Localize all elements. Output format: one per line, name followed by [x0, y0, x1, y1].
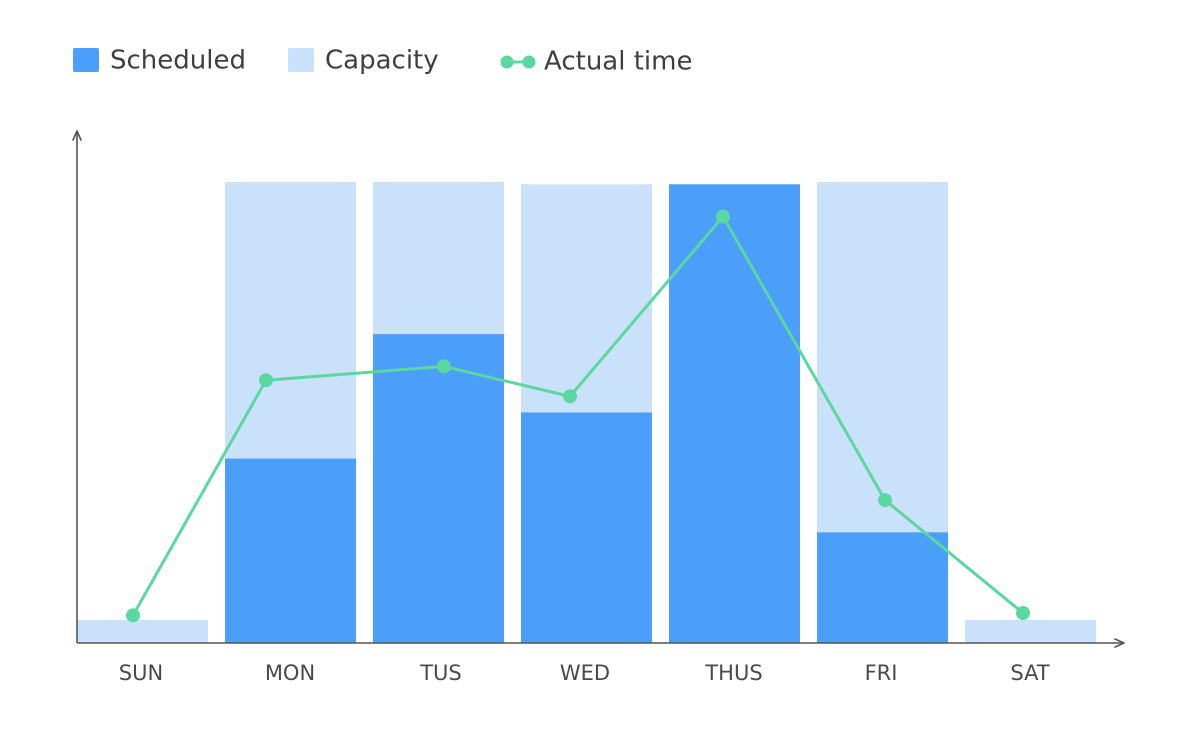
scheduled-bar-wed	[521, 412, 652, 643]
legend-label-scheduled: Scheduled	[110, 46, 246, 76]
axes	[72, 130, 1125, 648]
legend-swatch-capacity	[288, 48, 314, 72]
legend: Scheduled Capacity Actual time	[73, 46, 692, 77]
legend-item-capacity: Capacity	[288, 46, 439, 76]
legend-marker-left	[500, 55, 514, 69]
legend-label-actual-time: Actual time	[544, 47, 692, 77]
capacity-bar-sat	[965, 619, 1096, 643]
legend-marker-right	[522, 55, 536, 69]
x-tick-label-sun: SUN	[119, 661, 163, 685]
scheduled-bar-fri	[817, 532, 948, 643]
legend-item-actual-time: Actual time	[500, 47, 692, 77]
x-tick-label-sat: SAT	[1010, 661, 1049, 685]
scheduled-bars	[225, 184, 948, 643]
actual-time-point-tus	[437, 359, 451, 374]
actual-time-point-mon	[259, 373, 273, 388]
scheduled-bar-thus	[669, 184, 800, 643]
legend-item-scheduled: Scheduled	[73, 46, 246, 76]
x-axis-arrow	[1114, 638, 1125, 648]
x-tick-label-wed: WED	[560, 661, 610, 685]
actual-time-point-wed	[563, 389, 577, 404]
x-tick-label-tus: TUS	[419, 661, 462, 685]
x-tick-label-fri: FRI	[865, 661, 898, 685]
scheduled-bar-tus	[373, 334, 504, 643]
x-tick-labels: SUN MON TUS WED THUS FRI SAT	[119, 661, 1050, 685]
actual-time-point-fri	[878, 493, 892, 508]
scheduled-bar-mon	[225, 458, 356, 643]
capacity-bar-sun	[77, 619, 208, 643]
actual-time-series	[126, 209, 1030, 623]
x-tick-label-mon: MON	[265, 661, 315, 685]
actual-time-point-thus	[716, 209, 730, 224]
actual-time-point-sun	[126, 608, 140, 623]
legend-swatch-scheduled	[73, 48, 99, 72]
x-tick-label-thus: THUS	[704, 661, 762, 685]
y-axis-arrow	[72, 130, 82, 141]
legend-label-capacity: Capacity	[325, 46, 439, 76]
actual-time-point-sat	[1016, 606, 1030, 621]
